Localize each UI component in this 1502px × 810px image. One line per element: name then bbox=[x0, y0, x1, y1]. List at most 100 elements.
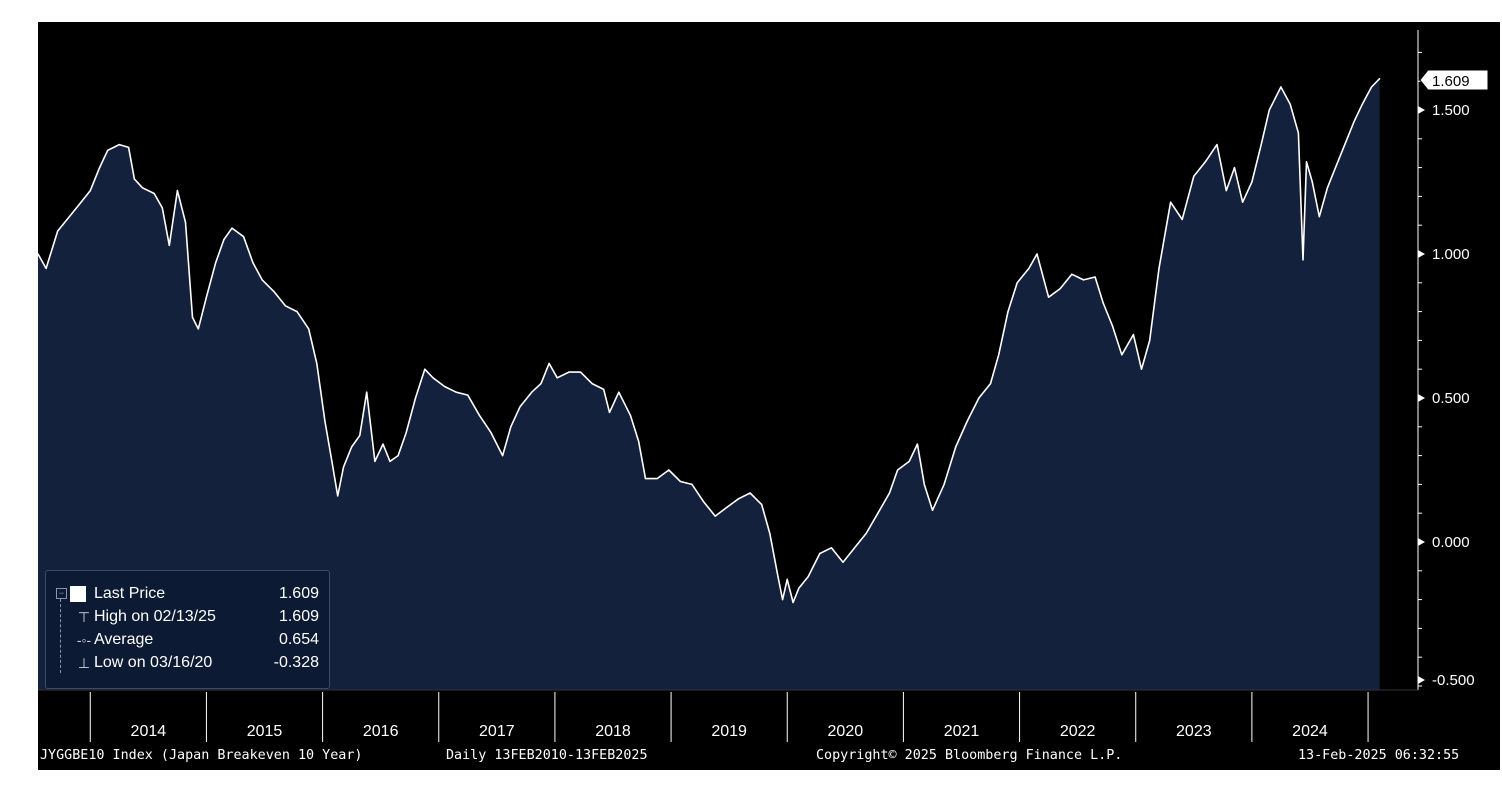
data-point bbox=[1082, 279, 1085, 281]
data-point bbox=[382, 443, 384, 445]
data-point bbox=[865, 532, 867, 535]
data-point bbox=[223, 239, 225, 241]
data-point bbox=[351, 446, 353, 448]
last-price-tag-box bbox=[1419, 69, 1489, 91]
data-point bbox=[819, 552, 821, 555]
data-point bbox=[502, 455, 504, 457]
data-point bbox=[1193, 175, 1195, 177]
data-point bbox=[749, 492, 751, 494]
data-point bbox=[638, 440, 640, 442]
data-point bbox=[798, 587, 800, 589]
data-point bbox=[128, 146, 130, 148]
data-point bbox=[1353, 120, 1355, 123]
legend-tree-line bbox=[60, 599, 62, 673]
data-point bbox=[432, 377, 434, 379]
x-tick-label: 2024 bbox=[1292, 723, 1328, 740]
data-point bbox=[397, 455, 399, 457]
data-point bbox=[786, 578, 788, 581]
legend-last-price-value: 1.609 bbox=[278, 585, 319, 602]
data-point bbox=[1370, 86, 1373, 88]
data-point bbox=[1071, 273, 1073, 275]
x-tick-label: 2015 bbox=[247, 723, 283, 740]
data-point bbox=[792, 601, 794, 604]
data-point bbox=[424, 368, 426, 370]
legend-low: ⊥ Low on 03/16/20 -0.328 bbox=[46, 652, 329, 674]
data-point bbox=[68, 216, 70, 218]
data-point bbox=[316, 362, 318, 364]
data-point bbox=[531, 391, 533, 393]
y-tick-label: 0.000 bbox=[1432, 534, 1470, 551]
data-point bbox=[414, 397, 417, 399]
data-point bbox=[1036, 253, 1038, 255]
data-point bbox=[215, 262, 217, 264]
data-point bbox=[897, 469, 899, 471]
data-point bbox=[769, 532, 771, 535]
y-tick-label: -0.500 bbox=[1432, 672, 1475, 689]
data-point bbox=[703, 501, 705, 503]
data-point bbox=[656, 478, 658, 480]
data-point bbox=[1326, 187, 1328, 189]
legend-average: -◦- Average 0.654 bbox=[46, 629, 329, 651]
chart-legend: − Last Price 1.609 ⊤ High on 02/13/25 1.… bbox=[45, 570, 330, 689]
low-marker-icon: ⊥ bbox=[77, 655, 91, 671]
legend-collapse-icon[interactable]: − bbox=[56, 588, 67, 599]
data-point bbox=[1102, 302, 1104, 304]
footer-range: Daily 13FEB2010-13FEB2025 bbox=[446, 748, 648, 763]
legend-high-label: High on 02/13/25 bbox=[94, 608, 216, 625]
data-point bbox=[57, 230, 59, 232]
y-major-tick bbox=[1418, 538, 1425, 546]
data-point bbox=[490, 432, 492, 434]
data-point bbox=[296, 311, 298, 313]
y-tick-label: 0.500 bbox=[1432, 390, 1470, 407]
legend-high: ⊤ High on 02/13/25 1.609 bbox=[46, 606, 329, 628]
data-point bbox=[761, 504, 763, 506]
footer-ticker: JYGGBE10 Index (Japan Breakeven 10 Year) bbox=[40, 748, 363, 763]
data-point bbox=[1149, 339, 1151, 341]
data-point bbox=[1204, 161, 1206, 163]
data-point bbox=[99, 167, 101, 169]
legend-average-label: Average bbox=[94, 631, 154, 648]
data-point bbox=[556, 377, 558, 379]
data-point bbox=[989, 383, 992, 385]
data-point bbox=[737, 498, 740, 500]
legend-low-label: Low on 03/16/20 bbox=[94, 654, 213, 671]
data-point bbox=[366, 391, 368, 393]
data-point bbox=[1121, 354, 1123, 356]
x-tick-label: 2019 bbox=[711, 723, 747, 740]
data-point bbox=[1007, 311, 1009, 313]
data-point bbox=[308, 328, 310, 330]
data-point bbox=[284, 305, 286, 307]
data-point bbox=[337, 495, 339, 497]
data-point bbox=[916, 443, 919, 445]
data-point bbox=[579, 371, 582, 373]
data-point bbox=[691, 483, 693, 485]
x-tick-label: 2016 bbox=[363, 723, 399, 740]
y-major-tick bbox=[1418, 394, 1425, 402]
data-point bbox=[807, 576, 809, 578]
data-point bbox=[243, 236, 245, 238]
data-point bbox=[191, 316, 194, 318]
x-tick-label: 2023 bbox=[1176, 723, 1212, 740]
footer-copyright: Copyright© 2025 Bloomberg Finance L.P. bbox=[816, 748, 1123, 763]
data-point bbox=[1260, 144, 1262, 146]
data-point bbox=[978, 397, 980, 399]
data-point bbox=[444, 385, 446, 388]
data-point bbox=[618, 391, 620, 393]
data-point bbox=[888, 492, 891, 494]
data-point bbox=[1302, 259, 1304, 261]
data-point bbox=[877, 512, 879, 514]
data-point bbox=[273, 290, 275, 292]
data-point bbox=[1297, 132, 1299, 134]
last-price-square-icon bbox=[70, 586, 86, 602]
data-point bbox=[184, 221, 187, 223]
data-point bbox=[342, 466, 345, 468]
data-point bbox=[510, 426, 512, 428]
data-point bbox=[252, 262, 254, 264]
data-point bbox=[540, 383, 542, 385]
data-point bbox=[782, 599, 784, 601]
data-point bbox=[1251, 181, 1253, 183]
data-point bbox=[168, 244, 170, 246]
data-point bbox=[231, 227, 233, 229]
data-point bbox=[1305, 161, 1308, 163]
legend-low-value: -0.328 bbox=[273, 654, 319, 671]
